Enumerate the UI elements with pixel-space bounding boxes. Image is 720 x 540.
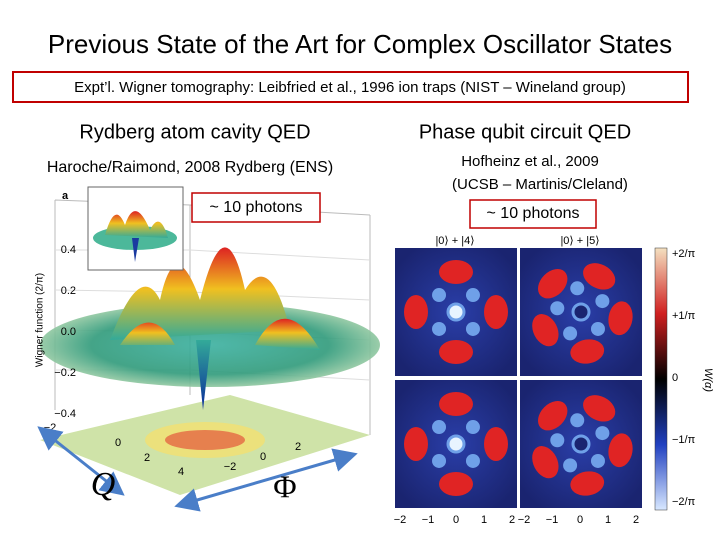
lobe xyxy=(570,471,605,496)
x-tick-label: 1 xyxy=(605,514,611,526)
x-tick-label: −2 xyxy=(394,514,407,526)
left-subheading: Haroche/Raimond, 2008 Rydberg (ENS) xyxy=(47,159,333,176)
lobe xyxy=(532,446,559,479)
state-label: |0⟩ + |4⟩ xyxy=(435,235,474,247)
x-tick-label: 0 xyxy=(577,514,583,526)
colorbar xyxy=(654,247,668,511)
x-tick-label: 2 xyxy=(509,514,515,526)
x-tick-label: 1 xyxy=(481,514,487,526)
x-tick-label: 0 xyxy=(453,514,459,526)
y-axis-label: Wigner function (2/π) xyxy=(35,273,46,367)
lobe xyxy=(608,301,633,336)
lobe xyxy=(538,401,568,431)
blob xyxy=(432,420,447,435)
callout-box xyxy=(469,199,597,229)
blob xyxy=(465,453,480,468)
blob xyxy=(595,426,610,441)
phi-label: Φ xyxy=(273,468,296,504)
colorbar-tick: +1/π xyxy=(672,310,696,322)
lobe xyxy=(570,339,605,364)
lobe xyxy=(532,314,559,347)
blob xyxy=(550,301,565,316)
banner-box xyxy=(12,71,689,103)
blob xyxy=(465,288,480,303)
x-tick-label: −2 xyxy=(224,461,237,473)
colorbar-tick: −1/π xyxy=(672,434,696,446)
center xyxy=(571,434,591,454)
x-tick-label: −1 xyxy=(422,514,435,526)
x-tick-label: 2 xyxy=(144,452,150,464)
left-heading: Rydberg atom cavity QED xyxy=(79,121,310,143)
blob xyxy=(563,458,578,473)
center xyxy=(571,302,591,322)
blob xyxy=(432,321,447,336)
blob xyxy=(563,326,578,341)
blob xyxy=(595,294,610,309)
y-tick-label: 0.4 xyxy=(61,244,76,256)
blob xyxy=(432,453,447,468)
center xyxy=(446,434,466,454)
left-callout: ~ 10 photons xyxy=(210,199,303,216)
right-heading: Phase qubit circuit QED xyxy=(419,121,631,143)
blob xyxy=(550,433,565,448)
colorbar-tick: +2/π xyxy=(672,248,696,260)
lobe xyxy=(484,295,508,329)
blob xyxy=(465,420,480,435)
slide-title: Previous State of the Art for Complex Os… xyxy=(48,29,672,59)
lobe xyxy=(439,392,473,416)
blob xyxy=(465,321,480,336)
lobe xyxy=(583,263,616,290)
lobe xyxy=(484,427,508,461)
right-callout: ~ 10 photons xyxy=(487,205,580,222)
blob xyxy=(570,413,585,428)
x-tick-label: −2 xyxy=(518,514,531,526)
lobe xyxy=(404,295,428,329)
lobe xyxy=(583,395,616,422)
callout-box xyxy=(191,192,321,223)
y-tick-label: −0.2 xyxy=(54,367,76,379)
right-subheading: Hofheinz et al., 2009 xyxy=(461,153,599,170)
lobe xyxy=(538,269,568,299)
y-tick-label: 0.0 xyxy=(61,326,76,338)
lobe xyxy=(439,340,473,364)
center xyxy=(446,302,466,322)
blob xyxy=(570,281,585,296)
y-tick-label: 0.2 xyxy=(61,285,76,297)
lobe xyxy=(608,433,633,468)
x-tick-label: −1 xyxy=(546,514,559,526)
banner: Expt’l. Wigner tomography: Leibfried et … xyxy=(74,79,626,96)
q-label: Q xyxy=(91,466,116,503)
x-tick-label: 2 xyxy=(633,514,639,526)
colorbar-label: W(α) xyxy=(702,368,714,392)
lobe xyxy=(439,260,473,284)
state-label: |0⟩ + |5⟩ xyxy=(560,235,599,247)
colorbar-tick: −2/π xyxy=(672,496,696,508)
blob xyxy=(590,321,605,336)
lobe xyxy=(439,472,473,496)
right-subheading: (UCSB – Martinis/Cleland) xyxy=(452,176,628,193)
phi-arrow xyxy=(174,448,358,512)
q-arrow xyxy=(37,426,125,496)
blob xyxy=(432,288,447,303)
y-tick-label: −0.4 xyxy=(54,408,76,420)
x-tick-label: 2 xyxy=(295,441,301,453)
colorbar-tick: 0 xyxy=(672,372,678,384)
x-tick-label: 0 xyxy=(115,437,121,449)
x-tick-label: 0 xyxy=(260,451,266,463)
wigner-3d-plot xyxy=(40,186,380,495)
lobe xyxy=(404,427,428,461)
panel-label: a xyxy=(62,190,69,202)
x-tick-label: 4 xyxy=(178,466,184,478)
blob xyxy=(590,453,605,468)
